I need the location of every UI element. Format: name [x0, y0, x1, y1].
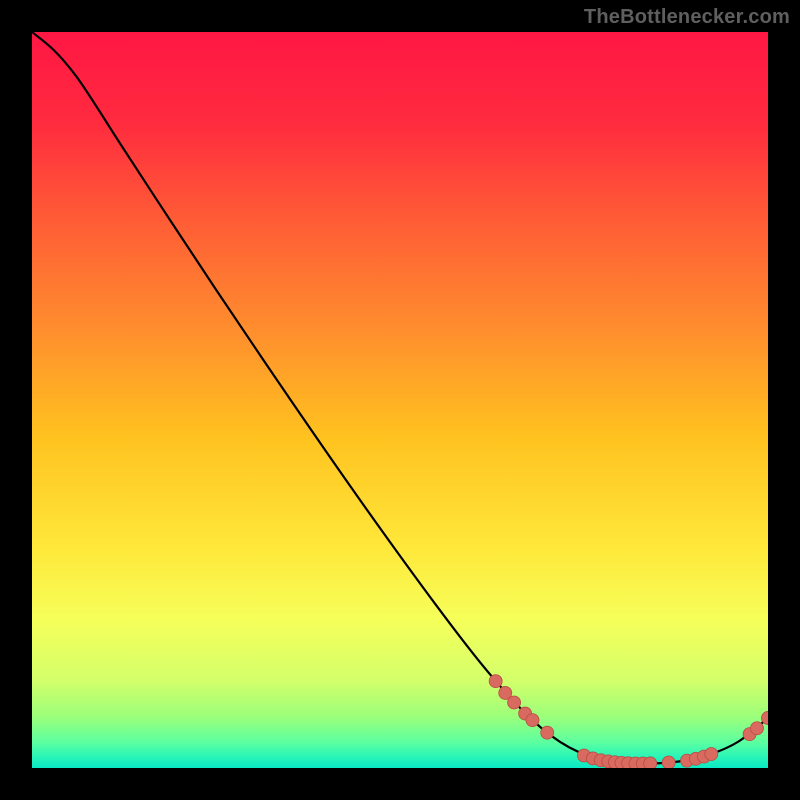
watermark-text: TheBottlenecker.com: [584, 6, 790, 29]
data-marker: [705, 748, 718, 761]
data-marker: [508, 696, 521, 709]
bottleneck-curve-chart: [32, 32, 768, 768]
plot-area: [32, 32, 768, 768]
data-marker: [489, 675, 502, 688]
chart-container: TheBottlenecker.com: [0, 0, 800, 800]
data-marker: [662, 756, 675, 768]
data-marker: [526, 714, 539, 727]
chart-background: [32, 32, 768, 768]
data-marker: [644, 757, 657, 768]
data-marker: [750, 722, 763, 735]
data-marker: [541, 726, 554, 739]
